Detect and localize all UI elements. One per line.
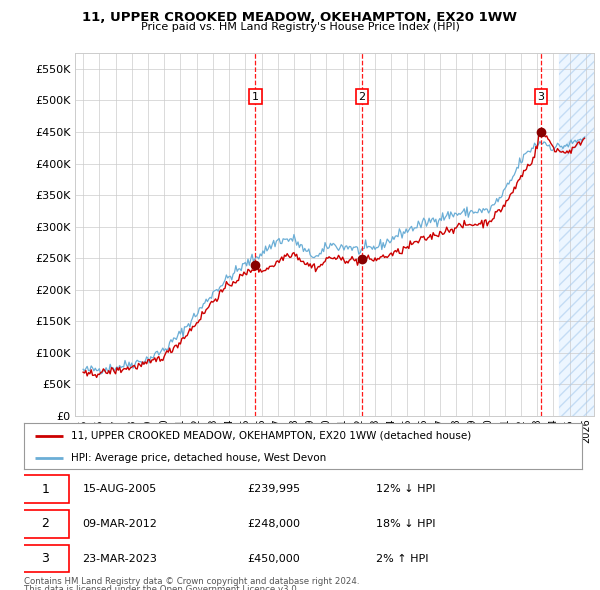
FancyBboxPatch shape	[21, 476, 68, 503]
Text: £450,000: £450,000	[247, 554, 300, 563]
Text: 23-MAR-2023: 23-MAR-2023	[83, 554, 157, 563]
Text: £239,995: £239,995	[247, 484, 301, 494]
FancyBboxPatch shape	[21, 545, 68, 572]
FancyBboxPatch shape	[21, 510, 68, 537]
Text: 1: 1	[252, 91, 259, 101]
Text: 2: 2	[358, 91, 365, 101]
Text: 2: 2	[41, 517, 49, 530]
Text: 15-AUG-2005: 15-AUG-2005	[83, 484, 157, 494]
Text: 2% ↑ HPI: 2% ↑ HPI	[376, 554, 428, 563]
Bar	[559, 53, 600, 416]
Text: 11, UPPER CROOKED MEADOW, OKEHAMPTON, EX20 1WW (detached house): 11, UPPER CROOKED MEADOW, OKEHAMPTON, EX…	[71, 431, 472, 441]
Text: 1: 1	[41, 483, 49, 496]
Text: Price paid vs. HM Land Registry's House Price Index (HPI): Price paid vs. HM Land Registry's House …	[140, 22, 460, 32]
Text: This data is licensed under the Open Government Licence v3.0.: This data is licensed under the Open Gov…	[24, 585, 299, 590]
Text: 3: 3	[41, 552, 49, 565]
Text: Contains HM Land Registry data © Crown copyright and database right 2024.: Contains HM Land Registry data © Crown c…	[24, 577, 359, 586]
Text: HPI: Average price, detached house, West Devon: HPI: Average price, detached house, West…	[71, 453, 326, 463]
Bar	[559, 53, 600, 416]
Text: 11, UPPER CROOKED MEADOW, OKEHAMPTON, EX20 1WW: 11, UPPER CROOKED MEADOW, OKEHAMPTON, EX…	[83, 11, 517, 24]
Text: 12% ↓ HPI: 12% ↓ HPI	[376, 484, 435, 494]
Text: 09-MAR-2012: 09-MAR-2012	[83, 519, 157, 529]
Text: £248,000: £248,000	[247, 519, 300, 529]
Text: 18% ↓ HPI: 18% ↓ HPI	[376, 519, 435, 529]
Text: 3: 3	[538, 91, 544, 101]
